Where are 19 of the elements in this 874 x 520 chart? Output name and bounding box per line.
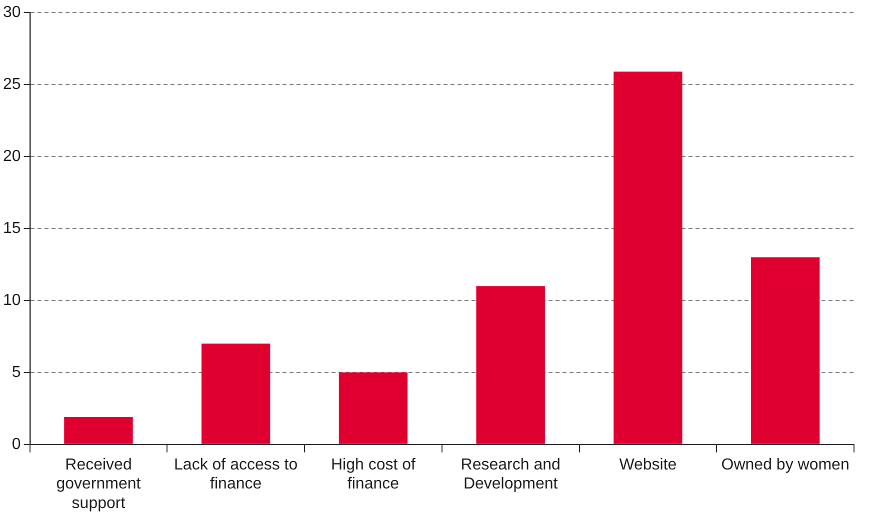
y-tick-label: 15 <box>3 220 21 237</box>
bar <box>476 286 545 444</box>
x-tick-label: Research and Development <box>460 456 560 493</box>
x-tick-label: High cost of finance <box>330 456 416 493</box>
y-tick-label: 30 <box>3 4 21 22</box>
y-tick-label: 20 <box>3 148 21 165</box>
y-tick-label: 10 <box>3 292 21 309</box>
x-tick-label: Owned by women <box>721 456 850 474</box>
y-tick-label: 25 <box>3 76 21 93</box>
bar <box>202 344 270 444</box>
y-tick-label: 0 <box>12 436 21 453</box>
bar <box>338 372 408 444</box>
bar <box>750 257 820 444</box>
x-tick-label: Website <box>619 456 677 474</box>
x-tick-label: Lack of access to finance <box>174 456 298 493</box>
x-tick-label: Received government support <box>56 456 142 512</box>
y-tick-label: 5 <box>12 364 21 381</box>
bar <box>64 417 133 444</box>
bar <box>614 72 682 444</box>
